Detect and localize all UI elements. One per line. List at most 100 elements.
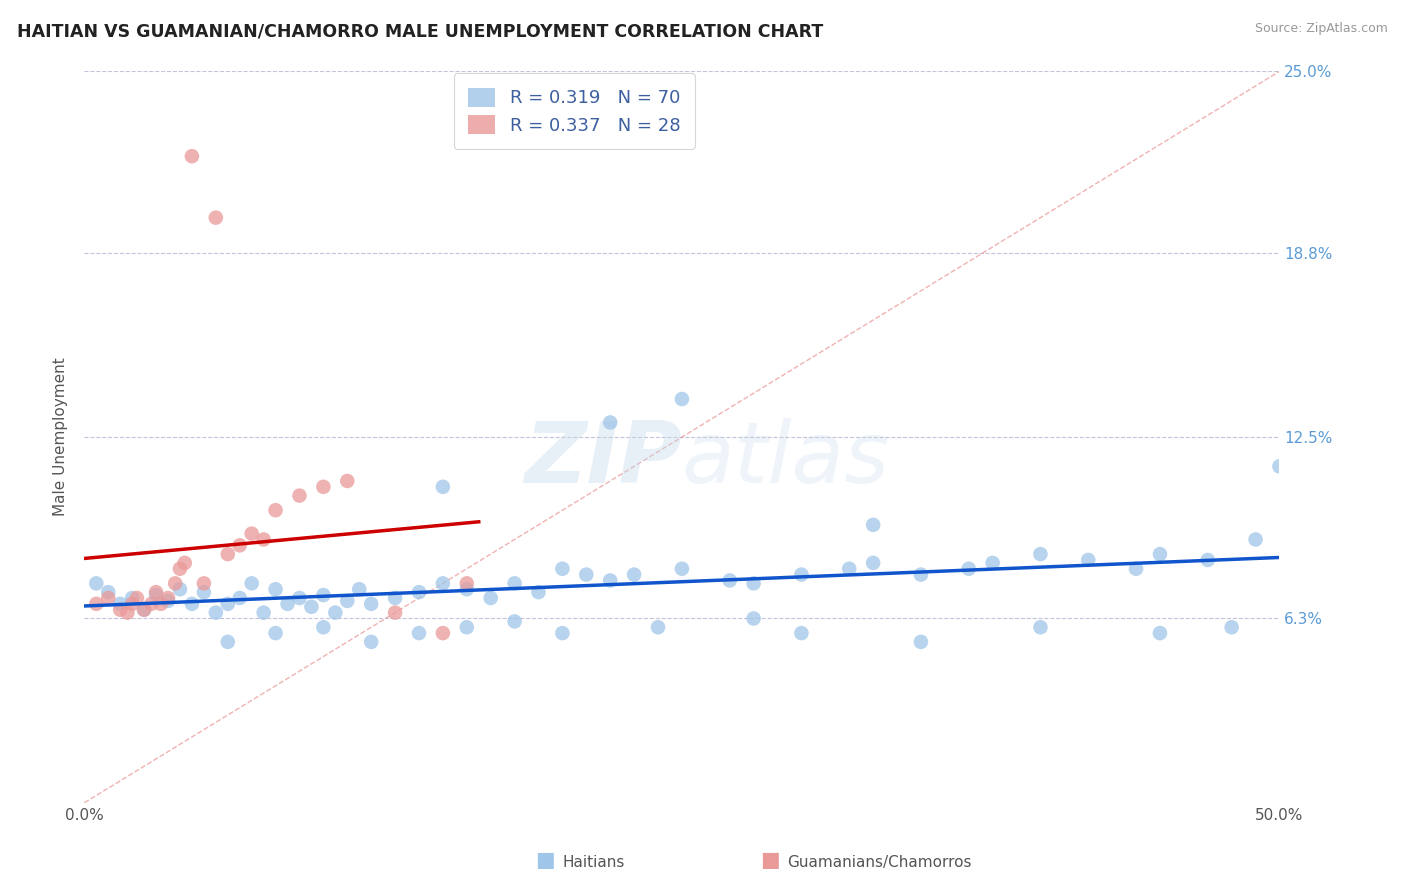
Point bbox=[193, 585, 215, 599]
Point bbox=[264, 626, 287, 640]
Point bbox=[132, 603, 156, 617]
Text: ■: ■ bbox=[536, 850, 555, 870]
Point bbox=[240, 576, 263, 591]
Point bbox=[336, 474, 359, 488]
Point bbox=[1268, 459, 1291, 474]
Point bbox=[360, 597, 382, 611]
Point bbox=[301, 599, 323, 614]
Point bbox=[1077, 553, 1099, 567]
Point bbox=[790, 626, 813, 640]
Point bbox=[862, 517, 884, 532]
Point bbox=[718, 574, 741, 588]
Point bbox=[149, 597, 172, 611]
Point bbox=[336, 594, 359, 608]
Point bbox=[1149, 547, 1171, 561]
Text: HAITIAN VS GUAMANIAN/CHAMORRO MALE UNEMPLOYMENT CORRELATION CHART: HAITIAN VS GUAMANIAN/CHAMORRO MALE UNEMP… bbox=[17, 22, 823, 40]
Point bbox=[264, 582, 287, 597]
Point bbox=[157, 591, 180, 605]
Point bbox=[384, 606, 406, 620]
Point bbox=[288, 489, 311, 503]
Point bbox=[408, 585, 430, 599]
Point bbox=[671, 562, 693, 576]
Point bbox=[169, 562, 191, 576]
Point bbox=[456, 582, 478, 597]
Point bbox=[97, 585, 120, 599]
Y-axis label: Male Unemployment: Male Unemployment bbox=[53, 358, 69, 516]
Point bbox=[193, 576, 215, 591]
Text: ■: ■ bbox=[761, 850, 780, 870]
Point bbox=[527, 585, 550, 599]
Point bbox=[599, 416, 621, 430]
Point bbox=[360, 635, 382, 649]
Point bbox=[121, 597, 143, 611]
Point bbox=[141, 597, 163, 611]
Point bbox=[253, 606, 276, 620]
Point bbox=[125, 591, 148, 605]
Point bbox=[157, 594, 180, 608]
Point bbox=[981, 556, 1004, 570]
Point bbox=[551, 562, 574, 576]
Point bbox=[288, 591, 311, 605]
Point bbox=[145, 585, 167, 599]
Point bbox=[1125, 562, 1147, 576]
Point bbox=[97, 591, 120, 605]
Point bbox=[229, 591, 252, 605]
Point bbox=[181, 597, 204, 611]
Point bbox=[169, 582, 191, 597]
Point bbox=[862, 556, 884, 570]
Point bbox=[432, 576, 454, 591]
Point bbox=[312, 588, 335, 602]
Point bbox=[121, 591, 143, 605]
Point bbox=[408, 626, 430, 640]
Text: Guamanians/Chamorros: Guamanians/Chamorros bbox=[787, 855, 972, 870]
Point bbox=[432, 626, 454, 640]
Point bbox=[503, 576, 526, 591]
Point bbox=[217, 547, 239, 561]
Point bbox=[173, 556, 195, 570]
Point bbox=[551, 626, 574, 640]
Point bbox=[479, 591, 502, 605]
Point bbox=[86, 576, 108, 591]
Text: Haitians: Haitians bbox=[562, 855, 624, 870]
Point bbox=[456, 620, 478, 634]
Point bbox=[117, 606, 139, 620]
Point bbox=[1197, 553, 1219, 567]
Point bbox=[957, 562, 980, 576]
Point bbox=[456, 576, 478, 591]
Point bbox=[312, 620, 335, 634]
Point bbox=[599, 574, 621, 588]
Point bbox=[229, 538, 252, 552]
Legend: R = 0.319   N = 70, R = 0.337   N = 28: R = 0.319 N = 70, R = 0.337 N = 28 bbox=[454, 73, 695, 149]
Point bbox=[1244, 533, 1267, 547]
Point bbox=[277, 597, 299, 611]
Point bbox=[132, 603, 156, 617]
Point bbox=[217, 635, 239, 649]
Point bbox=[647, 620, 669, 634]
Point bbox=[217, 597, 239, 611]
Point bbox=[623, 567, 645, 582]
Point bbox=[503, 615, 526, 629]
Point bbox=[110, 603, 132, 617]
Point bbox=[1029, 547, 1052, 561]
Point bbox=[384, 591, 406, 605]
Point bbox=[432, 480, 454, 494]
Point bbox=[205, 606, 228, 620]
Point bbox=[910, 635, 932, 649]
Point bbox=[165, 576, 187, 591]
Point bbox=[575, 567, 598, 582]
Text: Source: ZipAtlas.com: Source: ZipAtlas.com bbox=[1254, 22, 1388, 36]
Point bbox=[1149, 626, 1171, 640]
Point bbox=[205, 211, 228, 225]
Point bbox=[349, 582, 371, 597]
Point bbox=[86, 597, 108, 611]
Point bbox=[790, 567, 813, 582]
Text: atlas: atlas bbox=[682, 417, 890, 500]
Point bbox=[264, 503, 287, 517]
Point bbox=[181, 149, 204, 163]
Point bbox=[312, 480, 335, 494]
Point bbox=[838, 562, 860, 576]
Point bbox=[671, 392, 693, 406]
Point bbox=[1220, 620, 1243, 634]
Point bbox=[240, 526, 263, 541]
Point bbox=[325, 606, 347, 620]
